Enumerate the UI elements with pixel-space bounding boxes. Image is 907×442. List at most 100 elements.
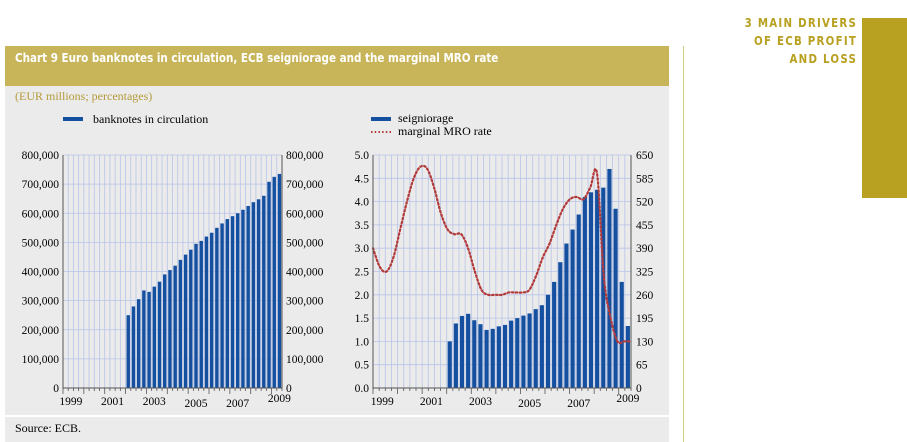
section-heading-line-3: AND LOSS	[789, 51, 857, 66]
right-legend-label-seigniorage: seigniorage	[398, 111, 453, 125]
right-chart-y-left-tick-label: 2.0	[355, 290, 370, 302]
right-chart-y-right-tick-label: 390	[636, 243, 654, 255]
right-chart-y-left-tick-label: 0.5	[355, 360, 370, 372]
left-chart-bar	[246, 205, 250, 388]
right-chart-x-tick-label: 1999	[371, 396, 394, 408]
left-chart-bar	[189, 249, 193, 388]
right-chart-seigniorage-bar	[466, 313, 471, 388]
left-chart-bar	[220, 223, 224, 388]
right-chart-seigniorage-bar	[588, 192, 594, 388]
right-chart-seigniorage-bar	[582, 196, 587, 388]
left-chart-y-right-tick-label: 600,000	[286, 208, 324, 220]
right-chart-seigniorage-bar	[607, 168, 612, 388]
right-legend-swatch-seigniorage	[371, 117, 391, 121]
right-chart-y-right-tick-label: 130	[636, 336, 654, 348]
right-chart-seigniorage-bar	[545, 294, 551, 388]
left-chart-bar	[152, 286, 157, 388]
left-chart-y-left-tick-label: 400,000	[22, 267, 60, 279]
left-chart-y-right-tick-label: 500,000	[286, 237, 324, 249]
left-chart-y-right-tick-label: 400,000	[286, 267, 324, 279]
left-legend-swatch-banknotes	[63, 117, 83, 121]
right-chart-seigniorage-bar	[478, 324, 483, 388]
right-chart-x-tick-label: 2003	[469, 396, 492, 408]
right-chart-seigniorage-bar	[527, 313, 532, 388]
right-chart-x-tick-label: 2009	[616, 393, 639, 405]
right-chart-seigniorage-bar	[484, 329, 489, 388]
left-chart-y-left-tick-label: 600,000	[22, 208, 60, 220]
left-chart-y-left-tick-label: 500,000	[22, 237, 60, 249]
left-chart-bar	[215, 227, 219, 388]
left-chart-bar	[251, 202, 256, 388]
left-chart-bar	[136, 299, 141, 388]
chart-title-bar: Chart 9 Euro banknotes in circulation, E…	[5, 46, 669, 86]
left-chart-y-right-tick-label: 300,000	[286, 296, 324, 308]
left-chart-x-tick-label: 2007	[226, 398, 249, 410]
left-chart-y-left-tick-label: 200,000	[22, 325, 60, 337]
right-chart-seigniorage-bar	[552, 281, 557, 388]
right-legend-label-mro: marginal MRO rate	[398, 124, 492, 138]
left-chart-x-tick-label: 2009	[268, 393, 291, 405]
right-chart-seigniorage-bar	[472, 320, 477, 388]
left-chart-bar	[230, 216, 235, 388]
right-chart-seigniorage-bar	[490, 328, 495, 388]
right-chart-y-right-tick-label: 455	[636, 220, 654, 232]
section-heading-line-2: OF ECB PROFIT	[753, 33, 857, 48]
left-chart-y-right-tick-label: 700,000	[286, 179, 324, 191]
left-chart-bar	[157, 281, 162, 388]
right-chart-y-right-tick-label: 0	[636, 383, 642, 395]
left-chart-bar	[194, 243, 198, 388]
right-chart-seigniorage-bar	[619, 281, 624, 388]
left-chart-bar	[277, 173, 282, 388]
chart-units: (EUR millions; percentages)	[15, 89, 153, 103]
left-chart-bar	[272, 176, 276, 388]
right-chart-seigniorage-bar	[459, 315, 465, 388]
left-chart-bar	[209, 232, 214, 388]
right-chart-x-tick-label: 2007	[567, 398, 590, 410]
left-chart-bar	[168, 270, 172, 388]
right-chart-y-right-tick-label: 650	[636, 150, 654, 162]
right-chart-seigniorage-bar	[601, 187, 606, 388]
left-chart-bar	[256, 199, 261, 388]
left-chart-y-left-tick-label: 100,000	[22, 354, 60, 366]
right-chart-y-left-tick-label: 5.0	[355, 150, 370, 162]
left-chart-bar	[267, 181, 271, 388]
left-chart-bar	[262, 195, 266, 388]
left-chart-bar	[147, 291, 151, 388]
left-chart-bar	[178, 259, 183, 388]
right-chart-y-right-tick-label: 325	[636, 267, 654, 279]
right-chart-seigniorage-bar	[558, 262, 563, 388]
column-divider	[683, 46, 684, 442]
left-chart-bar	[225, 219, 230, 388]
left-chart-bar	[163, 274, 167, 388]
left-chart-bar	[241, 209, 245, 388]
right-chart-seigniorage-bar	[625, 325, 630, 388]
right-chart-seigniorage-bar	[496, 326, 501, 388]
right-chart-y-right-tick-label: 195	[636, 313, 654, 325]
section-heading: 3 MAIN DRIVERS OF ECB PROFIT AND LOSS	[745, 14, 857, 68]
right-chart-seigniorage-bar	[509, 320, 514, 388]
left-chart-y-right-tick-label: 800,000	[286, 150, 324, 162]
left-chart-bar	[199, 240, 203, 388]
right-chart-seigniorage-bar	[539, 305, 544, 388]
right-chart-y-right-tick-label: 260	[636, 290, 654, 302]
left-chart-bar	[126, 315, 130, 388]
left-chart-y-left-tick-label: 0	[53, 383, 59, 395]
right-chart-seigniorage-bar	[595, 189, 600, 388]
right-chart-seigniorage-bar	[533, 309, 538, 388]
right-chart-x-tick-label: 2001	[420, 396, 443, 408]
right-chart-y-right-tick-label: 520	[636, 197, 654, 209]
right-chart-seigniorage-bar	[502, 324, 508, 388]
right-chart-y-left-tick-label: 4.0	[355, 197, 370, 209]
left-chart-y-left-tick-label: 700,000	[22, 179, 60, 191]
right-chart-seigniorage-bar	[453, 323, 458, 388]
left-chart-bar	[173, 265, 177, 388]
right-chart-seigniorage-bar	[576, 214, 581, 388]
left-chart-y-right-tick-label: 0	[286, 383, 292, 395]
right-chart-x-tick-label: 2005	[518, 398, 541, 410]
left-chart-y-left-tick-label: 300,000	[22, 296, 60, 308]
left-chart-x-tick-label: 1999	[59, 396, 82, 408]
source-divider	[5, 415, 669, 417]
right-chart-y-left-tick-label: 1.0	[355, 336, 370, 348]
right-chart-y-right-tick-label: 585	[636, 173, 654, 185]
